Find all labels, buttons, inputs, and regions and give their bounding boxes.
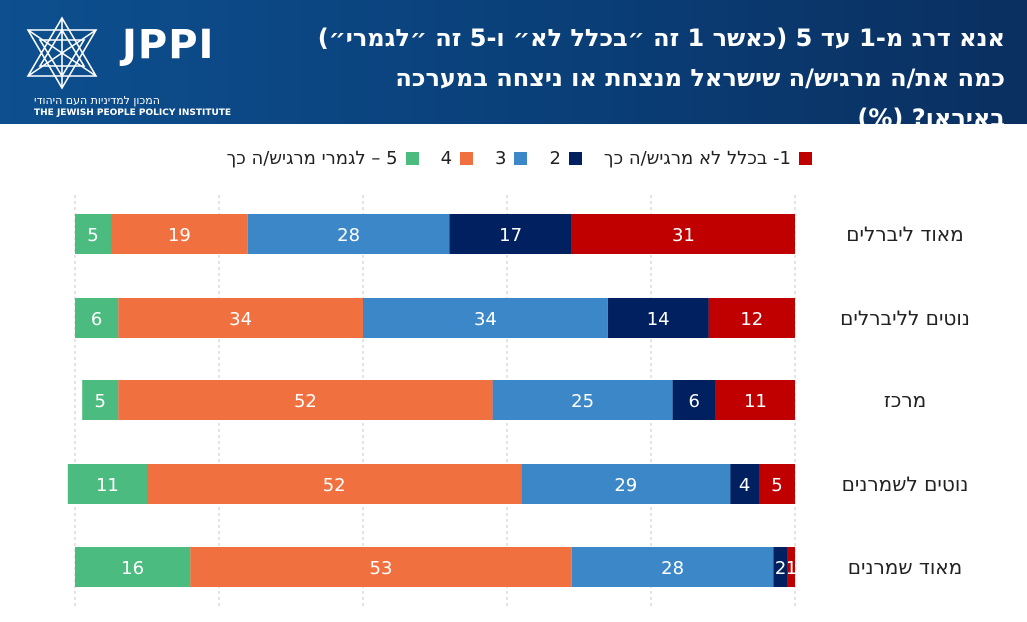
chart-legend: 1- בכלל לא מרגיש/ה כך 2 3 4 5 – לגמרי מרגיש/… (227, 148, 812, 169)
bar-value-label: 2 (775, 558, 786, 579)
legend-item-5: 5 – לגמרי מרגיש/ה כך (227, 148, 419, 169)
bar-segment (82, 380, 119, 420)
bar-segment (672, 380, 716, 420)
bar-segment (787, 547, 795, 587)
bar-segment (571, 214, 795, 254)
bar-value-label: 25 (571, 391, 594, 412)
header-banner: JPPI המכון למדיניות העם היהודי THE JEWIS… (0, 0, 1027, 132)
bar-value-label: 4 (739, 475, 750, 496)
bar-segment (118, 298, 363, 338)
category-label: מרכז (883, 388, 927, 412)
bar-segment (75, 214, 111, 254)
legend-item-1: 1- בכלל לא מרגיש/ה כך (604, 148, 812, 169)
bar-segment (708, 298, 795, 338)
bar-value-label: 52 (294, 391, 317, 412)
bar-value-label: 53 (370, 558, 393, 579)
legend-swatch (460, 152, 474, 165)
bar-segment (147, 464, 522, 504)
jppi-logo: JPPI המכון למדיניות העם היהודי THE JEWIS… (22, 12, 231, 118)
bar-segment (190, 547, 572, 587)
legend-swatch (405, 152, 419, 165)
category-label: מאוד שמרנים (847, 555, 963, 579)
bar-segment (759, 464, 795, 504)
legend-label: 3 (495, 148, 507, 169)
bar-value-label: 11 (744, 391, 767, 412)
bar-segment (730, 464, 759, 504)
bar-value-label: 1 (786, 558, 797, 579)
bar-value-label: 29 (614, 475, 637, 496)
bar-segment (607, 298, 709, 338)
bar-segment (492, 380, 673, 420)
legend-label: 5 – לגמרי מרגיש/ה כך (226, 148, 398, 169)
legend-item-4: 4 (440, 148, 474, 169)
bar-value-label: 14 (647, 309, 670, 330)
bar-value-label: 28 (661, 558, 684, 579)
bar-value-label: 52 (323, 475, 346, 496)
legend-label: 4 (440, 148, 453, 169)
category-label: מאוד ליברלים (846, 222, 964, 246)
legend-swatch (799, 152, 812, 165)
bar-segment (521, 464, 731, 504)
bar-segment (571, 547, 774, 587)
bar-value-label: 5 (87, 225, 98, 246)
logo-subtitle-hebrew: המכון למדיניות העם היהודי (34, 94, 160, 107)
legend-label: 1- בכלל לא מרגיש/ה כך (603, 148, 791, 169)
bar-segment (363, 298, 608, 338)
bar-value-label: 6 (688, 391, 699, 412)
bar-segment (75, 547, 191, 587)
bar-value-label: 16 (121, 558, 144, 579)
bar-value-label: 19 (168, 225, 191, 246)
logo-text: JPPI (122, 22, 215, 68)
bar-value-label: 5 (94, 391, 105, 412)
legend-swatch (568, 152, 582, 165)
star-of-david-icon (26, 16, 98, 90)
bar-segment (111, 214, 248, 254)
bar-segment (75, 298, 119, 338)
bar-value-label: 11 (96, 475, 119, 496)
bar-value-label: 34 (229, 309, 252, 330)
bar-segment (773, 547, 788, 587)
legend-label: 2 (549, 148, 561, 169)
chart-title: אנא דרג מ-1 עד 5 (כאשר 1 זה ״בכלל לא״ ו-… (317, 24, 1005, 132)
legend-item-2: 2 (549, 148, 582, 169)
category-label: נוטים לליברלים (840, 306, 970, 330)
bar-value-label: 12 (740, 309, 763, 330)
category-label: נוטים לשמרנים (841, 472, 969, 496)
legend-item-3: 3 (495, 148, 528, 169)
legend-swatch (514, 152, 528, 165)
bar-segment (67, 464, 147, 504)
bar-value-label: 31 (672, 225, 695, 246)
bar-segment (449, 214, 572, 254)
bar-value-label: 6 (91, 309, 102, 330)
bar-value-label: 34 (474, 309, 497, 330)
logo-subtitle-english: THE JEWISH PEOPLE POLICY INSTITUTE (34, 108, 232, 118)
bar-value-label: 28 (337, 225, 360, 246)
bar-segment (247, 214, 450, 254)
bar-segment (715, 380, 795, 420)
bar-value-label: 17 (499, 225, 522, 246)
bar-segment (118, 380, 493, 420)
bar-value-label: 5 (771, 475, 782, 496)
